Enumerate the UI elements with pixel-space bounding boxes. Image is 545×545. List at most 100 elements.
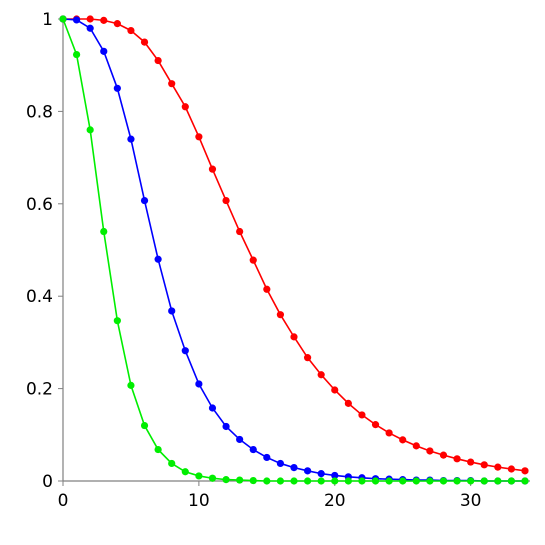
series-1-point [168, 307, 176, 315]
series-1-point [127, 135, 135, 143]
series-1-point [303, 467, 312, 475]
series-1-line [62, 18, 525, 482]
series-2-point [168, 459, 176, 468]
series-1-point [86, 24, 94, 32]
series-2-line [62, 18, 525, 482]
series-1-point [181, 347, 189, 355]
series-0-point [168, 80, 176, 88]
series-2-point [344, 477, 352, 485]
series-0-point [467, 458, 475, 466]
series-1-point [195, 380, 203, 388]
series-2-point [412, 477, 420, 485]
series-1 [59, 15, 529, 485]
x-tick-label: 30 [460, 491, 482, 511]
series-1-point [290, 464, 298, 472]
series-0-point [358, 411, 366, 419]
series-0-point [140, 38, 149, 46]
series-0-point [385, 429, 393, 437]
series-0-point [399, 436, 407, 444]
series-0-point [276, 311, 285, 319]
y-tick-label: 1 [42, 10, 53, 30]
series-0-point [426, 447, 434, 455]
x-tick-label: 20 [324, 491, 346, 511]
series-0-point [127, 26, 135, 35]
series-2-point [276, 477, 285, 485]
series-0-point [208, 165, 217, 173]
series-0-point [317, 371, 325, 379]
series-2-point [154, 445, 162, 454]
series-0-point [480, 461, 488, 469]
series-2-point [72, 50, 81, 59]
series-2-point [195, 472, 203, 480]
series-2-point [113, 317, 121, 325]
series-2-point [317, 477, 325, 485]
series-0-point [100, 16, 108, 24]
series-1-point [263, 453, 271, 462]
series-1-point [222, 422, 230, 431]
series-0-point [181, 103, 189, 111]
y-tick-label: 0.8 [26, 102, 53, 122]
series-2-point [480, 477, 488, 485]
series-1-point [154, 255, 162, 263]
series-2-point [236, 476, 244, 484]
series-2-point [371, 477, 380, 485]
series-2-point [290, 477, 298, 485]
series-2-point [399, 477, 407, 485]
series-0-point [412, 442, 420, 450]
series-1-point [317, 470, 325, 478]
series-1-point [113, 84, 121, 92]
series-1-point [140, 196, 149, 205]
series-2-point [86, 126, 94, 134]
series-2-point [426, 477, 434, 485]
series-0-point [113, 20, 121, 28]
series-2-point [467, 477, 475, 485]
x-tick-label: 0 [58, 491, 69, 511]
series-1-point [100, 47, 108, 55]
series-2-point [385, 477, 393, 485]
series-0-point [303, 354, 312, 362]
series-1-point [276, 459, 285, 468]
series-0-point [331, 386, 339, 394]
y-tick-label: 0.6 [26, 195, 53, 215]
series-2-point [181, 468, 189, 476]
series-0-point [249, 256, 257, 264]
series-1-point [249, 445, 257, 454]
series-2-point [439, 477, 448, 485]
y-tick-label: 0.2 [26, 380, 53, 400]
series-0-point [494, 463, 502, 471]
series-2-point [222, 476, 230, 484]
series-2-point [140, 421, 149, 430]
series-2-point [453, 477, 461, 485]
tick-group: 0 10 20 30 0 0.2 0.4 0.6 0.8 1 [26, 10, 482, 511]
series-2-point [331, 477, 339, 485]
series-2-point [100, 227, 108, 236]
series-2-point [59, 15, 67, 23]
series-0-line [63, 18, 526, 472]
series-0-point [453, 455, 461, 463]
series-2-point [521, 477, 529, 485]
series-2-point [507, 477, 516, 485]
series-2-point [303, 477, 312, 485]
series-0 [59, 15, 529, 475]
series-2-point [358, 477, 366, 485]
axes [62, 18, 530, 482]
series-0-point [222, 196, 230, 205]
series-0-point [290, 333, 298, 341]
y-tick-label: 0.4 [26, 287, 53, 307]
series-0-point [236, 227, 244, 236]
series-1-point [236, 435, 244, 444]
y-tick-label: 0 [42, 472, 53, 492]
series-1-point [208, 404, 217, 412]
series-0-point [507, 465, 516, 473]
series-0-point [263, 285, 271, 293]
plot-area [59, 15, 529, 485]
series-1-point [72, 16, 81, 24]
series-1-point [331, 471, 339, 480]
series-0-point [371, 421, 380, 429]
series-2-point [208, 474, 217, 482]
series-2-point [249, 476, 257, 485]
series-0-point [154, 56, 162, 65]
series-0-point [439, 451, 448, 459]
series-2 [59, 15, 529, 485]
